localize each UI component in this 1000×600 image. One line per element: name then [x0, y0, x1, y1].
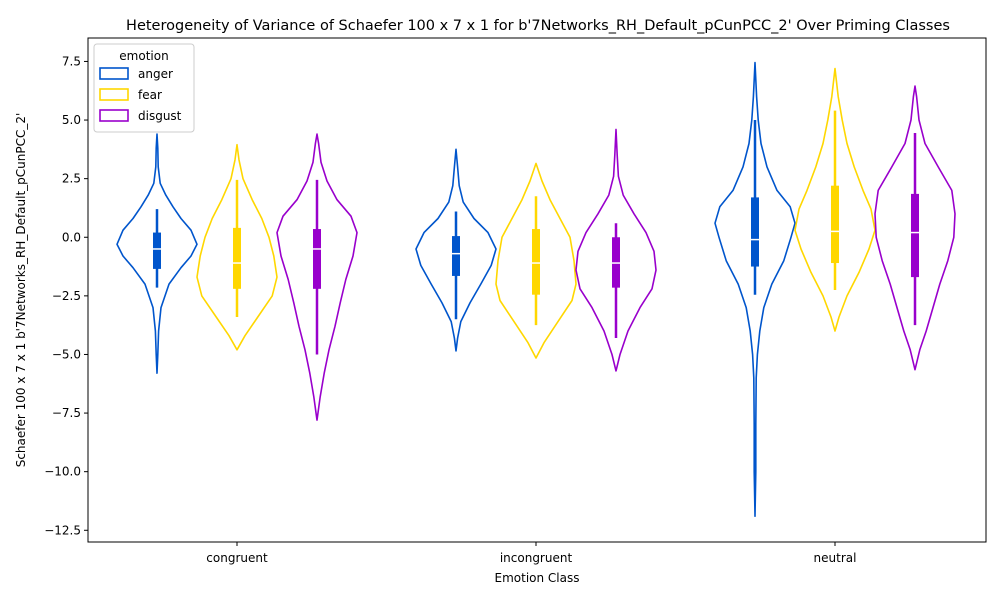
x-tick-label: incongruent [500, 551, 573, 565]
legend-swatch-fear [99, 88, 129, 101]
violin-disgust-congruent [276, 133, 358, 421]
iqr-box-fear-congruent [233, 227, 241, 289]
y-tick-label: −10.0 [44, 465, 81, 479]
x-axis-label: Emotion Class [495, 571, 580, 585]
x-axis: congruent incongruent neutral [206, 542, 856, 565]
violin-anger-congruent [116, 133, 198, 374]
legend-swatch-disgust [99, 109, 129, 122]
legend-label-disgust: disgust [138, 109, 182, 123]
violin-disgust-neutral [874, 85, 956, 371]
violin-fear-neutral [794, 67, 876, 332]
iqr-box-anger-congruent [153, 232, 161, 269]
iqr-box-anger-neutral [751, 197, 759, 267]
violin-anger-incongruent [415, 148, 497, 352]
legend-label-anger: anger [138, 67, 173, 81]
legend-label-fear: fear [138, 88, 162, 102]
legend-title: emotion [119, 49, 168, 63]
violin-disgust-incongruent [575, 128, 657, 372]
x-tick-label: congruent [206, 551, 268, 565]
y-tick-label: −12.5 [44, 523, 81, 537]
iqr-box-fear-neutral [831, 185, 839, 264]
y-tick-label: −2.5 [52, 289, 81, 303]
y-tick-label: 7.5 [62, 54, 81, 68]
legend: emotion anger fear disgust [93, 43, 195, 133]
y-axis-label: Schaefer 100 x 7 x 1 b'7Networks_RH_Defa… [14, 113, 28, 468]
y-axis: −12.5 −10.0 −7.5 −5.0 −2.5 0.0 2.5 5.0 7.5 [44, 54, 88, 537]
iqr-box-fear-incongruent [532, 229, 540, 295]
y-tick-label: −5.0 [52, 347, 81, 361]
legend-swatch-anger [99, 67, 129, 80]
axes-frame [87, 37, 987, 543]
chart-title: Heterogeneity of Variance of Schaefer 10… [126, 18, 950, 34]
violin-fear-incongruent [495, 162, 577, 359]
plot-area [116, 61, 956, 517]
y-tick-label: 5.0 [62, 113, 81, 127]
violin-anger-neutral [714, 61, 796, 517]
x-tick-label: neutral [814, 551, 857, 565]
violin-fear-congruent [196, 143, 278, 351]
iqr-box-anger-incongruent [452, 236, 460, 276]
y-tick-label: 2.5 [62, 172, 81, 186]
iqr-box-disgust-neutral [911, 193, 919, 278]
iqr-box-disgust-congruent [313, 229, 321, 289]
y-tick-label: 0.0 [62, 230, 81, 244]
y-tick-label: −7.5 [52, 406, 81, 420]
